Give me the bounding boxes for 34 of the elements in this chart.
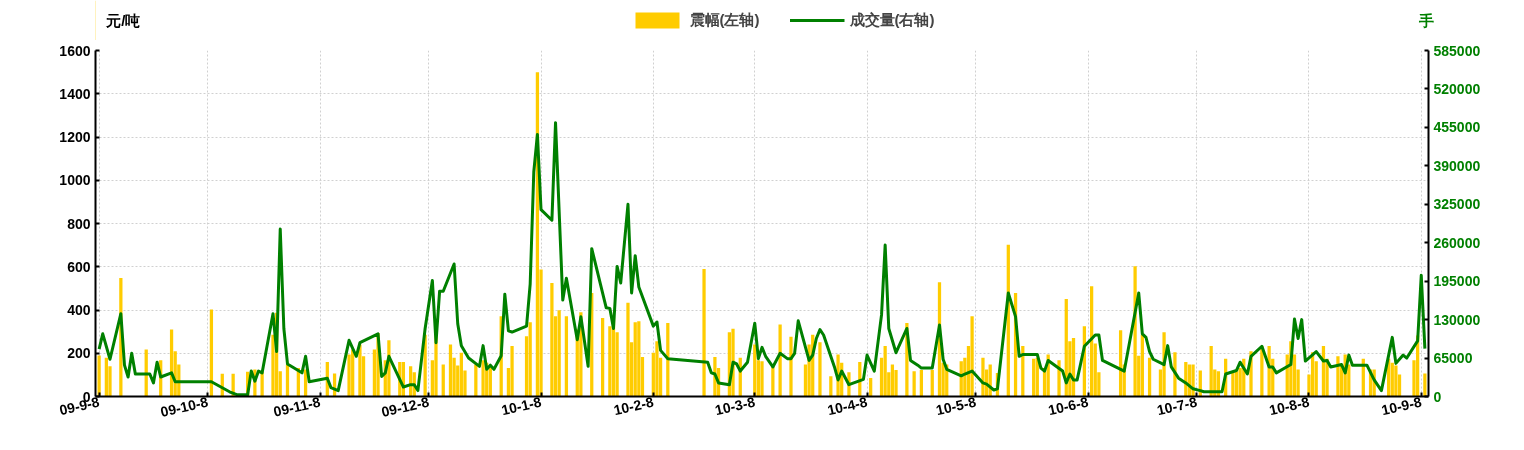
y-tick-label: 1000 [59, 172, 91, 189]
y2-tick-label: 325000 [1433, 196, 1481, 213]
y2-tick-label: 455000 [1433, 119, 1481, 136]
y2-tick-label: 520000 [1433, 80, 1481, 97]
y2-axis-title: 手 [1418, 12, 1435, 29]
x-tick-label: 10-5-8 [934, 393, 978, 419]
x-tick-label: 10-1-8 [499, 393, 543, 419]
y2-tick-label: 65000 [1433, 350, 1473, 367]
y-tick-label: 1400 [59, 85, 91, 102]
y-axis-title: 元/吨 [105, 12, 141, 29]
legend-label: 成交量(右轴) [849, 10, 935, 30]
y2-tick-label: 0 [1433, 388, 1442, 405]
y-tick-label: 1200 [59, 129, 91, 145]
y2-tick-label: 195000 [1433, 273, 1481, 290]
y-tick-label: 800 [67, 215, 91, 232]
x-tick-label: 09-10-8 [158, 393, 210, 420]
legend-label: 震幅(左轴) [689, 10, 760, 30]
x-tick-label: 10-8-8 [1267, 393, 1311, 419]
y2-tick-label: 390000 [1433, 157, 1481, 174]
y2-tick-label: 130000 [1433, 311, 1481, 328]
x-tick-label: 10-2-8 [612, 393, 656, 419]
x-tick-label: 10-6-8 [1046, 393, 1090, 419]
x-tick-label: 10-3-8 [713, 393, 757, 419]
y-tick-label: 1600 [59, 42, 91, 59]
y-tick-label: 400 [67, 302, 91, 318]
x-tick-label: 10-9-8 [1380, 393, 1424, 419]
x-tick-label: 09-12-8 [379, 393, 431, 420]
y2-tick-label: 585000 [1433, 42, 1481, 59]
x-tick-label: 10-4-8 [825, 393, 869, 419]
y-tick-label: 600 [67, 258, 91, 275]
x-tick-label: 09-11-8 [272, 393, 323, 420]
y-tick-label: 200 [67, 345, 91, 362]
x-tick-label: 10-7-8 [1155, 393, 1199, 419]
y2-tick-label: 260000 [1433, 234, 1481, 251]
